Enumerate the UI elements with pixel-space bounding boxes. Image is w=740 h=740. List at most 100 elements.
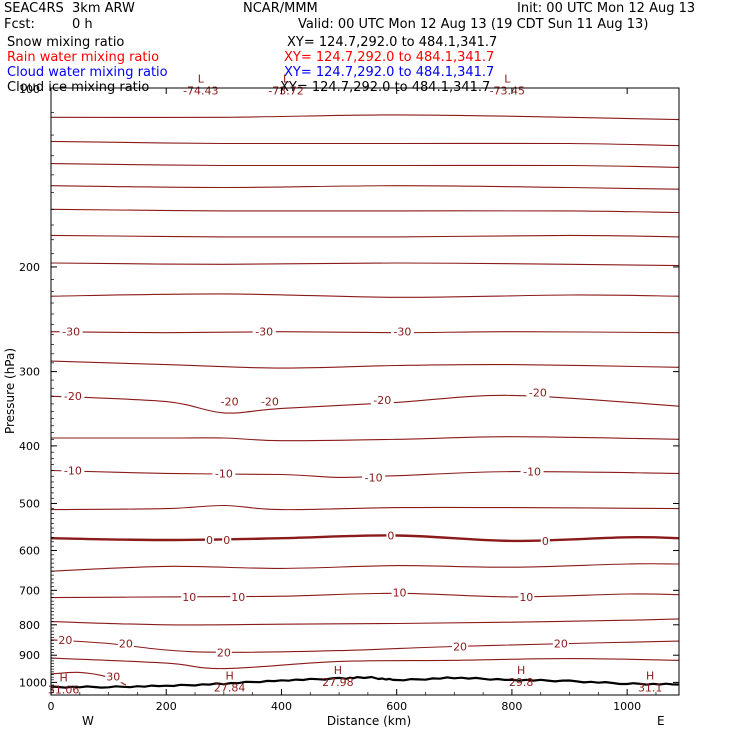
contour-label-layer: -30 -30 -30-20 -20 -20 -20-20-10 -10 -10 -100 0 0 0… [57,325,569,684]
contour-label: 10 [393,587,407,600]
contour-label: -20 [221,396,239,409]
contour-label-bg [57,633,74,646]
contour-15 [50,618,680,626]
east-label: E [657,714,665,728]
terrain-surface [50,675,680,689]
contour-label: 20 [119,637,133,650]
y-tick-label: 300 [19,366,40,379]
x-tick-label: 400 [271,700,292,713]
contour-label-bg [61,464,85,477]
contour-25 [50,657,680,670]
contour-20 [50,639,680,653]
contour-label-bg [222,533,232,546]
contour-label: -10 [215,467,233,480]
extremum-value: -73.45 [490,84,525,97]
contour-label-bg [230,590,247,603]
extremum-value: 27.98 [322,676,354,689]
y-tick-label: 1000 [19,676,47,689]
contour-label-bg [391,586,408,599]
contour-label: -30 [393,326,411,339]
contour-label-bg [386,529,396,542]
contour-label-bg [117,637,134,650]
contour-label-bg [540,534,550,547]
y-tick-label: 600 [19,545,40,558]
contour-5 [50,563,680,572]
contour--15 [50,436,680,442]
contour-label: 10 [519,591,533,604]
contour--5 [50,504,680,511]
contour-label: 30 [106,671,120,684]
contour-label: -10 [365,471,383,484]
contour--50 [50,208,680,214]
contour-label-bg [520,465,544,478]
x-tick-label: 1000 [613,700,641,713]
contour-label: 10 [182,591,196,604]
contour-label: 20 [554,637,568,650]
contour-label: -20 [529,386,547,399]
extremum-L-marker: L [198,72,205,85]
legend-rain-xy: XY= 124.7,292.0 to 484.1,341.7 [284,50,495,65]
forecast-value: 0 h [72,17,93,32]
contour-label: -10 [64,464,82,477]
extremum-value: 27.84 [214,681,246,694]
contour-label: 0 [542,535,549,548]
center-name: NCAR/MMM [243,1,318,16]
contour--45 [50,234,680,238]
contour--55 [50,185,680,190]
contour-label: -10 [523,466,541,479]
contour-label: -20 [261,396,279,409]
contour--30 [50,331,680,334]
contour-label-bg [212,467,236,480]
contour-label: -20 [373,394,391,407]
y-axis-title: Pressure (hPa) [3,348,17,434]
extremum-L-marker: L [504,72,511,85]
contour-label-bg [105,670,122,683]
contour-label-bg [59,325,83,338]
contour-label: 20 [217,646,231,659]
contour-label: 0 [387,529,394,542]
y-tick-label: 400 [19,440,40,453]
contour--25 [50,360,680,369]
contour-label: 0 [206,534,213,547]
x-tick-label: 800 [501,700,522,713]
extremum-H-marker: H [334,664,342,677]
contour-10 [50,592,680,599]
init-time: Init: 00 UTC Mon 12 Aug 13 [517,1,696,16]
contour-label: 20 [453,640,467,653]
contour-label-bg [218,395,242,408]
contour-label-bg [552,637,569,650]
contour-label-bg [370,394,394,407]
extremum-value: 31.1 [638,681,663,694]
contour-layer [50,114,680,686]
legend-snow-name: Snow mixing ratio [7,35,125,50]
contour--35 [50,293,680,298]
extrema-layer: L-74.43L-73.72L-73.45H31.06H27.84H27.98H… [48,72,663,696]
contour--40 [50,262,680,267]
contour-label-bg [252,325,276,338]
plot-frame [50,87,680,696]
extremum-H-marker: H [517,664,525,677]
legend-cloud-water-xy: XY= 124.7,292.0 to 484.1,341.7 [284,65,495,80]
extremum-value: 31.06 [48,683,80,696]
contour-label: 10 [231,591,245,604]
x-tick-label: 200 [156,700,177,713]
extremum-value: -73.72 [268,84,303,97]
y-label-100: 100 [19,83,40,96]
y-tick-label: 200 [19,261,40,274]
x-axis-title: Distance (km) [327,714,411,728]
contour-label-bg [362,471,386,484]
terrain-layer [50,675,680,689]
contour-label: -20 [64,390,82,403]
extremum-L-marker: L [283,72,290,85]
y-tick-label: 900 [19,649,40,662]
y-tick-label: 500 [19,497,40,510]
extremum-H-marker: H [646,669,654,682]
contour-label: -30 [255,326,273,339]
model-name: SEAC4RS 3km ARW [4,1,135,16]
extremum-H-marker: H [60,671,68,684]
forecast-label: Fcst: [4,17,35,32]
extremum-value: 29.8 [509,676,534,689]
west-label: W [82,714,94,728]
contour--70 [50,114,680,121]
